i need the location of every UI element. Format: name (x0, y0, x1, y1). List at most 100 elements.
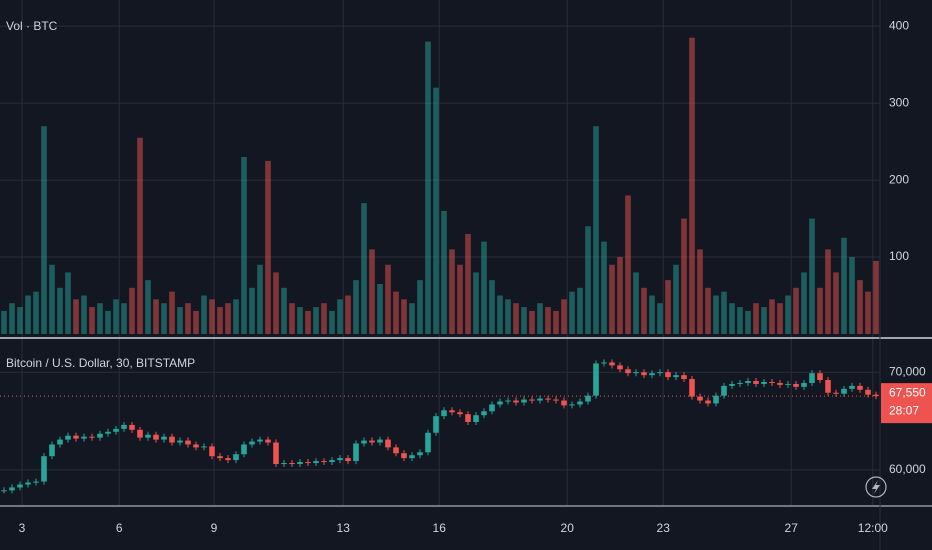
volume-bar (337, 299, 343, 334)
volume-bar (617, 257, 623, 334)
volume-bar (505, 299, 511, 334)
candle-body (729, 383, 735, 386)
volume-bar (425, 41, 431, 334)
volume-bar (769, 299, 775, 334)
candle-body (833, 392, 839, 394)
x-tick-label: 16 (433, 521, 447, 535)
candle-body (481, 411, 487, 416)
candle-body (649, 373, 655, 376)
y-tick-label: 300 (889, 95, 909, 109)
volume-bar (777, 303, 783, 334)
candle-body (785, 383, 791, 385)
candle-body (273, 442, 279, 464)
volume-bar (817, 287, 823, 334)
candle-body (809, 373, 815, 383)
volume-bar (177, 307, 183, 334)
volume-bar (649, 295, 655, 334)
candle-body (385, 439, 391, 448)
volume-bar (721, 291, 727, 334)
candle-body (233, 454, 239, 461)
volume-bar (65, 272, 71, 334)
volume-bar (385, 264, 391, 334)
volume-bar (113, 299, 119, 334)
candle-body (873, 394, 879, 397)
marks (1, 37, 879, 494)
last-price-label: 67,550 (889, 385, 926, 399)
volume-bar (753, 303, 759, 334)
candle-body (329, 460, 335, 463)
volume-bar (521, 307, 527, 334)
volume-bar (25, 295, 31, 334)
candle-body (857, 385, 863, 390)
volume-bar (57, 287, 63, 334)
candle-body (9, 487, 15, 491)
x-tick-label: 6 (116, 521, 123, 535)
volume-bar (161, 303, 167, 334)
x-tick-label: 13 (337, 521, 351, 535)
volume-bar (409, 303, 415, 334)
volume-bar (641, 287, 647, 334)
candle-body (721, 385, 727, 396)
candle-body (561, 400, 567, 406)
candle-body (305, 462, 311, 464)
candle-body (593, 363, 599, 396)
volume-bar (233, 299, 239, 334)
price-title: Bitcoin / U.S. Dollar, 30, BITSTAMP (6, 356, 195, 370)
candle-body (217, 456, 223, 459)
candle-body (49, 444, 55, 457)
volume-bar (449, 249, 455, 334)
volume-bar (377, 283, 383, 334)
x-tick-label: 23 (657, 521, 671, 535)
volume-bar (313, 307, 319, 334)
volume-bar (473, 272, 479, 334)
candle-body (761, 381, 767, 384)
grid (0, 0, 880, 505)
volume-bar (321, 303, 327, 334)
candle-body (625, 369, 631, 374)
y-tick-label: 100 (889, 249, 909, 263)
volume-bar (801, 272, 807, 334)
candle-body (345, 458, 351, 462)
volume-bar (81, 295, 87, 334)
candle-body (65, 435, 71, 440)
candle-body (185, 440, 191, 445)
candle-body (737, 382, 743, 384)
candle-body (585, 395, 591, 402)
candle-body (249, 441, 255, 445)
candle-body (849, 385, 855, 389)
candle-body (57, 439, 63, 445)
candle-body (457, 412, 463, 415)
volume-bar (257, 264, 263, 334)
volume-bar (697, 249, 703, 334)
replay-button[interactable] (865, 476, 887, 498)
y-tick-label: 60,000 (889, 462, 926, 476)
volume-bar (657, 303, 663, 334)
candle-body (337, 458, 343, 461)
candle-body (201, 446, 207, 448)
candle-body (553, 399, 559, 401)
volume-bar (49, 264, 55, 334)
volume-bar (201, 295, 207, 334)
volume-bar (705, 287, 711, 334)
candle-body (113, 428, 119, 432)
volume-bar (577, 287, 583, 334)
candle-body (673, 375, 679, 378)
candle-body (601, 362, 607, 364)
volume-bar (529, 310, 535, 334)
candle-body (81, 436, 87, 439)
volume-bar (145, 280, 151, 334)
volume-bar (689, 37, 695, 334)
candle-body (825, 380, 831, 393)
candle-body (321, 461, 327, 463)
last-price-box (881, 383, 932, 424)
candle-body (25, 482, 31, 485)
volume-bar (729, 303, 735, 334)
volume-bar (849, 257, 855, 334)
x-tick-label: 12:00 (858, 521, 888, 535)
candle-body (281, 463, 287, 465)
candle-body (41, 456, 47, 482)
volume-bar (121, 303, 127, 334)
volume-bar (369, 249, 375, 334)
volume-bar (401, 299, 407, 334)
candle-body (73, 435, 79, 439)
